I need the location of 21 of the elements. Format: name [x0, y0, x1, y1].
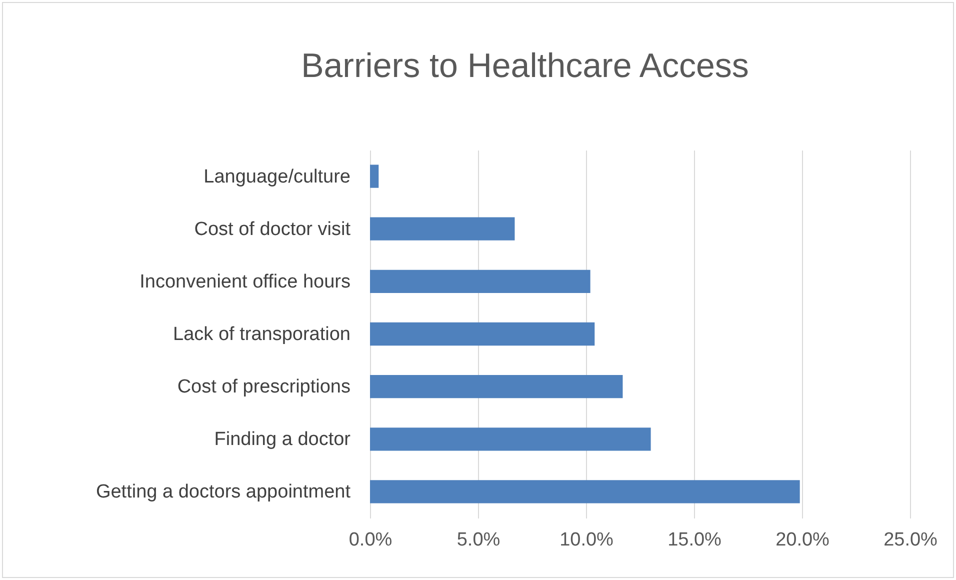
y-tick-label: Lack of transporation [173, 324, 350, 345]
x-tick-label: 25.0% [884, 530, 938, 550]
bar [370, 375, 623, 398]
x-tick-label: 0.0% [348, 530, 392, 550]
y-tick-label: Finding a doctor [214, 429, 352, 450]
chart-title: Barriers to Healthcare Access [301, 47, 749, 85]
y-tick-label: Cost of doctor visit [194, 218, 352, 240]
bar [370, 164, 379, 188]
x-tick-label: 10.0% [560, 530, 614, 550]
y-tick-label: Inconvenient office hours [140, 271, 350, 292]
bar [370, 428, 651, 451]
bar [370, 217, 515, 240]
x-tick-label: 15.0% [668, 530, 722, 550]
bar [370, 480, 800, 504]
x-tick-label: 20.0% [776, 530, 830, 550]
y-tick-label: Getting a doctors appointment [96, 482, 352, 503]
x-tick-label: 5.0% [456, 530, 500, 550]
y-tick-label: Language/culture [204, 166, 350, 188]
bar [370, 270, 590, 293]
y-tick-label: Cost of prescriptions [177, 376, 350, 398]
bar [370, 322, 595, 346]
